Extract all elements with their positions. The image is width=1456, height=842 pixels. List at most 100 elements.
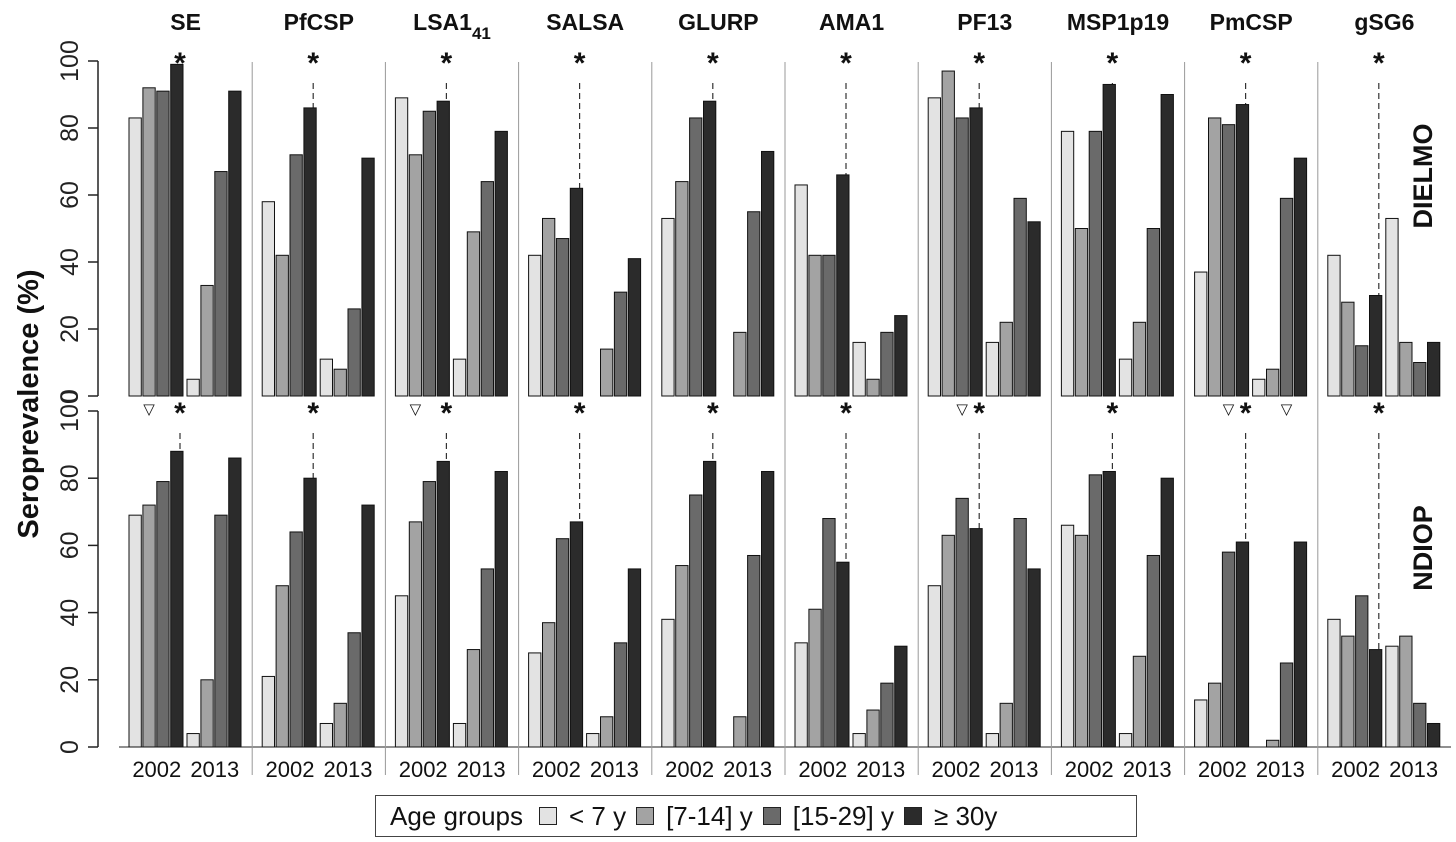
bar-ndiop-2002-age1 — [275, 585, 289, 748]
y-tick-label: 80 — [56, 464, 84, 492]
bar-ndiop-2002-age2 — [822, 518, 836, 748]
bar-ndiop-2002-age1 — [808, 608, 822, 748]
bar-dielmo-2013-age3 — [361, 157, 375, 397]
bar-ndiop-2002-age2 — [422, 481, 437, 748]
legend-swatch-under-7 — [538, 807, 557, 825]
year-label-2002: 2002 — [798, 757, 847, 782]
year-label-2013: 2013 — [590, 757, 639, 782]
bar-ndiop-2013-age0 — [852, 733, 866, 748]
bar-ndiop-2013-age2 — [1146, 554, 1160, 748]
panel-title-text: SE — [170, 9, 201, 35]
bar-dielmo-2002-age0 — [661, 217, 675, 397]
bar-dielmo-2002-age2 — [555, 238, 570, 397]
bar-ndiop-2013-age1 — [600, 716, 614, 748]
row-label-dielmo: DIELMO — [1408, 124, 1438, 229]
significance-star: * — [441, 397, 453, 430]
significance-star: * — [840, 397, 852, 430]
bar-dielmo-2002-age1 — [275, 254, 289, 397]
bar-dielmo-2013-age3 — [228, 90, 242, 397]
bar-dielmo-2002-age2 — [422, 110, 437, 397]
bar-ndiop-2002-age2 — [1355, 595, 1369, 748]
decrease-triangle: ▽ — [143, 401, 155, 418]
bar-dielmo-2002-age2 — [1088, 130, 1102, 397]
bar-dielmo-2013-age3 — [761, 150, 775, 397]
legend-label-under-7: < 7 y — [568, 800, 627, 831]
bar-dielmo-2013-age0 — [852, 341, 866, 397]
bar-dielmo-2013-age1 — [1399, 341, 1413, 397]
bar-ndiop-2002-age3 — [1369, 649, 1383, 748]
panel-title-pf13: PF13 — [957, 9, 1012, 35]
legend-item-30-plus: ≥ 30y — [903, 801, 997, 832]
bar-dielmo-2013-age0 — [1252, 378, 1266, 397]
panel-title-glurp: GLURP — [678, 9, 759, 35]
bar-dielmo-2013-age1 — [200, 284, 214, 397]
bar-dielmo-2013-age1 — [733, 331, 747, 397]
significance-star: * — [174, 397, 186, 430]
panel-title-salsa: SALSA — [546, 9, 624, 35]
legend-label-15-29: [15-29] y — [792, 800, 894, 831]
bar-dielmo-2013-age2 — [613, 291, 628, 397]
panel-title-msp1p19: MSP1p19 — [1067, 9, 1169, 35]
bar-dielmo-2002-age3 — [703, 100, 717, 397]
bar-ndiop-2002-age3 — [303, 477, 317, 748]
bar-ndiop-2013-age0 — [586, 733, 600, 748]
bar-ndiop-2013-age3 — [361, 504, 375, 748]
significance-star: * — [441, 47, 453, 80]
bar-ndiop-2013-age0 — [1385, 645, 1399, 748]
bar-dielmo-2002-age1 — [675, 181, 689, 397]
panel-title-text: GLURP — [678, 9, 759, 35]
bar-dielmo-2013-age1 — [1266, 368, 1280, 397]
year-label-2002: 2002 — [532, 757, 581, 782]
significance-star: * — [707, 397, 719, 430]
legend-item-7-14: [7-14] y — [636, 801, 753, 832]
bar-ndiop-2013-age3 — [494, 470, 508, 748]
bar-ndiop-2013-age3 — [761, 470, 775, 748]
bar-ndiop-2002-age0 — [1327, 618, 1341, 748]
bar-dielmo-2013-age3 — [494, 130, 508, 397]
y-tick-label: 100 — [56, 40, 84, 82]
bar-dielmo-2002-age3 — [1235, 104, 1250, 397]
bar-ndiop-2002-age2 — [289, 531, 303, 748]
panel-title-pfcsp: PfCSP — [284, 9, 354, 35]
significance-star: * — [1107, 47, 1119, 80]
panel-title-text: PF13 — [957, 9, 1012, 35]
bar-ndiop-2013-age1 — [1266, 739, 1280, 748]
bar-dielmo-2002-age0 — [128, 117, 142, 397]
year-label-2002: 2002 — [1198, 757, 1247, 782]
bar-dielmo-2013-age3 — [1427, 341, 1441, 397]
year-label-2002: 2002 — [665, 757, 714, 782]
bar-ndiop-2013-age0 — [319, 722, 334, 748]
significance-star: * — [840, 47, 852, 80]
bar-dielmo-2002-age0 — [794, 184, 808, 397]
bar-ndiop-2013-age0 — [1118, 733, 1133, 748]
bar-ndiop-2002-age0 — [528, 652, 542, 748]
decrease-triangle: ▽ — [410, 401, 422, 418]
year-label-2013: 2013 — [457, 757, 506, 782]
bar-ndiop-2013-age2 — [347, 632, 361, 748]
bar-dielmo-2002-age0 — [528, 254, 542, 397]
year-label-2002: 2002 — [1331, 757, 1380, 782]
bar-dielmo-2002-age1 — [941, 70, 955, 397]
bar-ndiop-2002-age1 — [1074, 534, 1089, 748]
bar-ndiop-2002-age0 — [927, 585, 942, 748]
significance-star: * — [1240, 397, 1252, 430]
bar-dielmo-2013-age0 — [1118, 358, 1133, 397]
bar-dielmo-2002-age2 — [1221, 124, 1236, 397]
bar-ndiop-2013-age1 — [333, 702, 347, 748]
decrease-triangle: ▽ — [1223, 401, 1235, 418]
bar-dielmo-2013-age2 — [1413, 362, 1427, 397]
bar-ndiop-2013-age0 — [985, 733, 1000, 748]
panel-title-subscript: 41 — [472, 24, 491, 43]
bar-dielmo-2002-age3 — [969, 107, 983, 397]
bar-ndiop-2002-age3 — [703, 460, 717, 748]
panel-title-text: PfCSP — [284, 9, 354, 35]
bar-dielmo-2002-age2 — [289, 154, 303, 397]
y-tick-label: 0 — [56, 389, 84, 403]
bar-dielmo-2013-age1 — [333, 368, 347, 397]
panel-title-text: AMA1 — [819, 9, 884, 35]
bar-dielmo-2002-age0 — [927, 97, 942, 397]
bar-ndiop-2013-age2 — [214, 514, 228, 748]
bar-ndiop-2013-age3 — [228, 457, 242, 748]
significance-star: * — [973, 397, 985, 430]
